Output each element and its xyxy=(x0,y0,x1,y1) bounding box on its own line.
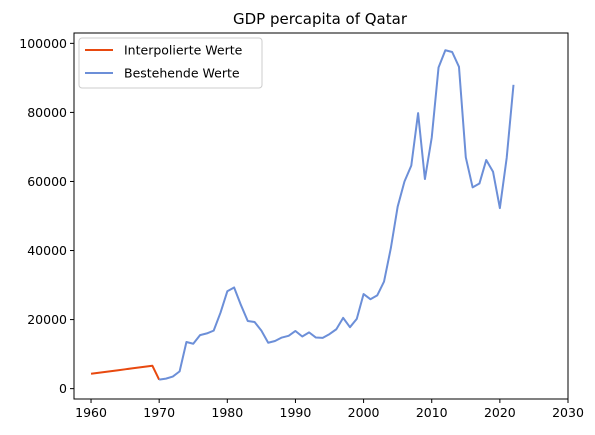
x-tick-label: 2000 xyxy=(348,405,380,420)
y-tick-label: 20000 xyxy=(27,312,67,327)
x-tick-label: 1960 xyxy=(75,405,107,420)
y-tick-label: 0 xyxy=(59,381,67,396)
x-tick-label: 2020 xyxy=(484,405,516,420)
x-tick-label: 1990 xyxy=(280,405,312,420)
chart-title: GDP percapita of Qatar xyxy=(233,10,408,28)
series-line-existing xyxy=(159,49,515,381)
legend-label-existing: Bestehende Werte xyxy=(124,66,240,81)
legend-label-interpolated: Interpolierte Werte xyxy=(124,43,243,58)
x-tick-label: 1980 xyxy=(211,405,243,420)
y-tick-label: 40000 xyxy=(27,243,67,258)
x-tick-label: 2030 xyxy=(552,405,584,420)
x-tick-label: 2010 xyxy=(416,405,448,420)
y-axis: 0 20000 40000 60000 80000 100000 xyxy=(19,36,74,396)
series-layer xyxy=(90,49,515,381)
legend-box xyxy=(78,37,263,89)
x-axis: 1960 1970 1980 1990 2000 2010 2020 2030 xyxy=(75,399,584,420)
series-line-interpolated xyxy=(90,364,161,381)
x-tick-label: 1970 xyxy=(143,405,175,420)
plot-frame xyxy=(73,32,569,400)
y-tick-label: 100000 xyxy=(19,36,67,51)
legend: Interpolierte Werte Bestehende Werte xyxy=(78,37,263,89)
y-tick-label: 80000 xyxy=(27,105,67,120)
y-tick-label: 60000 xyxy=(27,174,67,189)
